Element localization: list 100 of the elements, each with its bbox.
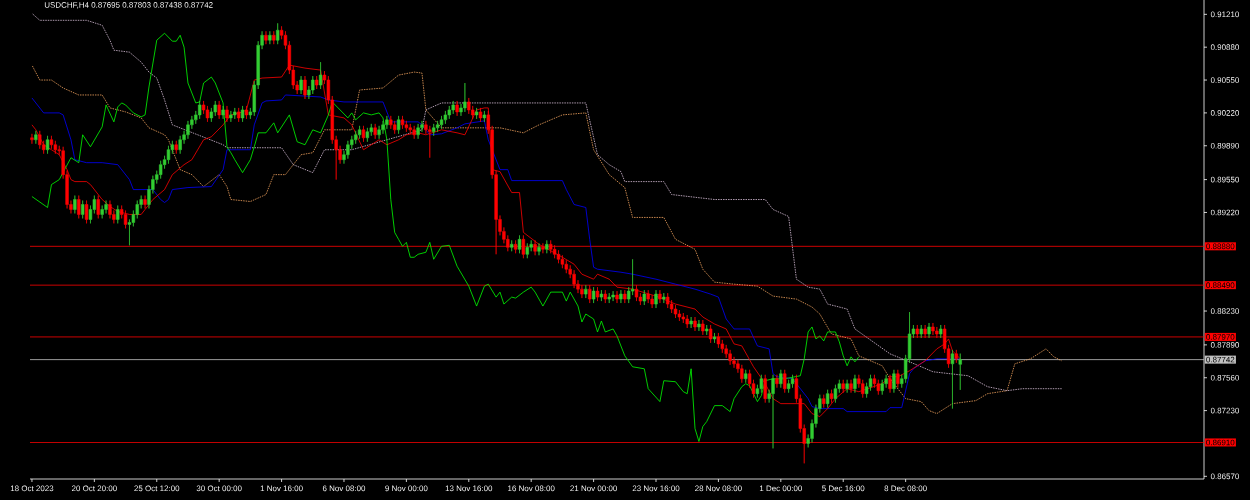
candlestick bbox=[467, 97, 471, 115]
candlestick bbox=[38, 130, 42, 150]
candlestick bbox=[221, 105, 225, 120]
candlestick bbox=[393, 120, 397, 135]
candlestick bbox=[779, 369, 783, 388]
candlestick bbox=[439, 115, 444, 130]
candlestick bbox=[217, 100, 221, 120]
candlestick bbox=[482, 110, 487, 123]
candlestick bbox=[958, 353, 962, 391]
candlestick bbox=[771, 374, 775, 449]
candlestick bbox=[400, 115, 405, 130]
candlestick bbox=[354, 130, 358, 145]
line-series bbox=[31, 12, 1063, 392]
candlestick bbox=[517, 235, 522, 254]
candlestick bbox=[198, 100, 202, 120]
candlestick bbox=[377, 125, 381, 140]
candlestick bbox=[412, 125, 416, 140]
candlestick bbox=[299, 75, 303, 95]
candlestick bbox=[603, 289, 607, 304]
candlestick bbox=[560, 254, 565, 269]
candlestick bbox=[677, 309, 682, 322]
candlestick bbox=[385, 115, 389, 130]
candlestick bbox=[513, 240, 518, 254]
candlestick bbox=[662, 292, 666, 304]
candlestick bbox=[829, 389, 834, 403]
candlestick bbox=[786, 379, 791, 393]
candlestick bbox=[658, 289, 662, 304]
candlestick bbox=[264, 30, 268, 45]
candlestick bbox=[744, 369, 748, 384]
candlestick bbox=[510, 240, 514, 252]
candlestick bbox=[408, 123, 412, 135]
candlestick bbox=[244, 105, 249, 120]
candlestick bbox=[740, 364, 744, 384]
candlestick bbox=[841, 379, 845, 393]
candlestick bbox=[381, 120, 385, 135]
candlestick bbox=[693, 316, 697, 332]
candlestick bbox=[646, 289, 650, 304]
candlestick bbox=[80, 200, 85, 219]
candlestick bbox=[525, 243, 529, 259]
candlestick bbox=[591, 286, 596, 304]
candlestick bbox=[712, 332, 717, 344]
candlestick bbox=[108, 200, 112, 219]
candlestick bbox=[545, 240, 549, 254]
candlestick bbox=[939, 324, 943, 339]
candlestick bbox=[49, 135, 54, 150]
candlestick bbox=[237, 107, 241, 123]
candlestick bbox=[455, 100, 459, 117]
candlestick bbox=[373, 123, 377, 140]
candlestick bbox=[443, 110, 448, 125]
candlestick bbox=[673, 304, 678, 319]
candlestick bbox=[73, 195, 77, 214]
candlestick bbox=[361, 125, 366, 143]
candlestick bbox=[272, 30, 276, 45]
candlestick bbox=[564, 259, 568, 274]
candlestick bbox=[143, 195, 147, 209]
candlestick bbox=[100, 205, 104, 219]
candlestick bbox=[174, 140, 178, 155]
candlestick bbox=[681, 312, 685, 324]
candlestick bbox=[845, 379, 849, 393]
candlestick bbox=[303, 75, 307, 100]
candlestick bbox=[584, 284, 588, 299]
candlestick bbox=[318, 61, 323, 90]
candlestick bbox=[104, 200, 108, 214]
candlestick bbox=[474, 107, 479, 120]
candlestick bbox=[599, 289, 604, 302]
candlestick bbox=[783, 369, 787, 393]
candlestick bbox=[463, 82, 467, 113]
candlestick bbox=[654, 289, 658, 309]
candlestick bbox=[888, 374, 892, 393]
candlestick bbox=[896, 369, 900, 388]
candlestick bbox=[225, 105, 229, 123]
candlestick bbox=[833, 384, 838, 403]
candlestick bbox=[30, 133, 34, 145]
candlestick bbox=[96, 195, 100, 219]
candlestick bbox=[611, 290, 615, 302]
candlestick bbox=[268, 30, 272, 45]
candlestick bbox=[666, 292, 670, 309]
candlestick bbox=[775, 374, 779, 388]
candlestick bbox=[623, 289, 627, 304]
candlestick bbox=[77, 195, 81, 219]
candlestick bbox=[849, 379, 853, 393]
candlestick bbox=[861, 379, 865, 398]
candlestick bbox=[229, 110, 233, 123]
candlestick bbox=[240, 105, 245, 123]
candlestick bbox=[451, 100, 455, 115]
candlestick bbox=[685, 314, 689, 329]
candlestick bbox=[357, 125, 362, 140]
candlestick bbox=[853, 374, 857, 393]
candlestick bbox=[389, 115, 393, 130]
candlestick bbox=[276, 22, 280, 45]
candlestick bbox=[432, 123, 436, 137]
candlestick bbox=[404, 120, 409, 133]
candlestick bbox=[607, 292, 611, 304]
candlestick bbox=[822, 394, 826, 408]
candlestick bbox=[642, 289, 646, 306]
candlestick bbox=[876, 379, 880, 395]
candlestick bbox=[763, 374, 767, 403]
candlestick bbox=[689, 316, 693, 329]
candlestick bbox=[880, 379, 884, 395]
candlestick bbox=[186, 120, 190, 140]
